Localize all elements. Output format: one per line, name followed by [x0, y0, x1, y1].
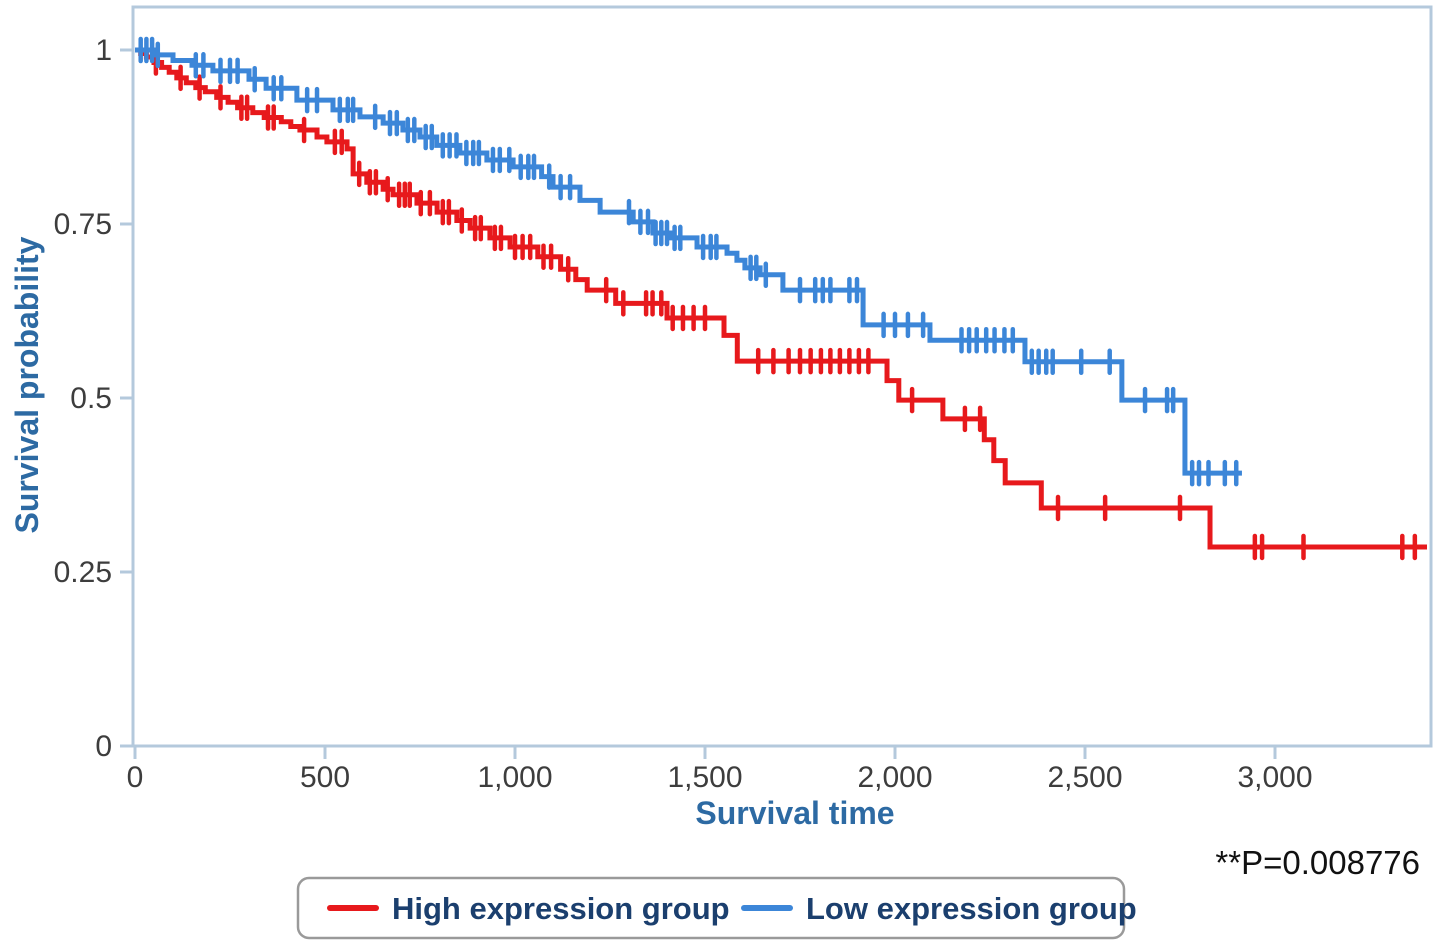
legend-label-low-expression: Low expression group [806, 891, 1137, 926]
y-tick-label: 0.25 [54, 556, 112, 589]
legend-label-high-expression: High expression group [392, 891, 730, 926]
x-tick-label: 1,000 [477, 761, 552, 794]
legend-box [296, 876, 1126, 940]
series-low-expression-group [135, 36, 1242, 487]
curves-layer [135, 36, 1427, 561]
legend: High expression group Low expression gro… [296, 876, 1137, 940]
axes-layer: 0 500 1,000 1,500 2,000 2,500 3,000 0 0.25 0.5 0.7… [54, 34, 1313, 794]
series-high-expression-group [135, 47, 1427, 561]
p-value-annotation: **P=0.008776 [1215, 844, 1420, 881]
y-axis-title: Survival probability [9, 236, 45, 533]
y-tick-label: 0.75 [54, 208, 112, 241]
y-tick-label: 0.5 [70, 382, 112, 415]
plot-frame [131, 5, 1433, 748]
x-tick-label: 2,500 [1047, 761, 1122, 794]
survival-curve-low-expression-group [135, 47, 1242, 476]
x-tick-label: 0 [127, 761, 144, 794]
x-axis-title: Survival time [695, 795, 894, 831]
x-tick-label: 1,500 [667, 761, 742, 794]
y-tick-label: 0 [95, 730, 112, 763]
x-tick-label: 2,000 [857, 761, 932, 794]
y-tick-label: 1 [95, 34, 112, 67]
x-tick-label: 500 [300, 761, 350, 794]
x-tick-label: 3,000 [1237, 761, 1312, 794]
